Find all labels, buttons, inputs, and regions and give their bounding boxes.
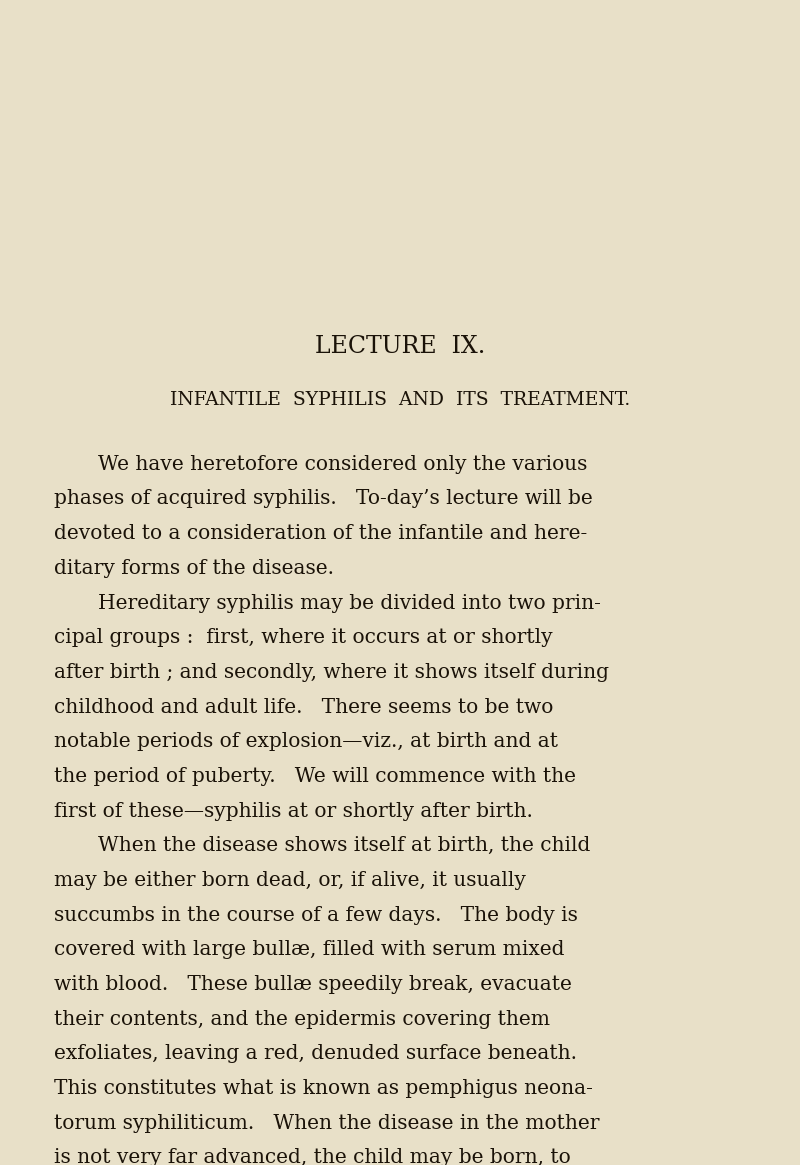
Text: with blood.   These bullæ speedily break, evacuate: with blood. These bullæ speedily break, … <box>54 975 572 994</box>
Text: Hereditary syphilis may be divided into two prin-: Hereditary syphilis may be divided into … <box>98 593 602 613</box>
Text: devoted to a consideration of the infantile and here-: devoted to a consideration of the infant… <box>54 524 588 543</box>
Text: childhood and adult life.   There seems to be two: childhood and adult life. There seems to… <box>54 698 554 716</box>
Text: INFANTILE  SYPHILIS  AND  ITS  TREATMENT.: INFANTILE SYPHILIS AND ITS TREATMENT. <box>170 391 630 409</box>
Text: first of these—syphilis at or shortly after birth.: first of these—syphilis at or shortly af… <box>54 802 534 820</box>
Text: is not very far advanced, the child may be born, to: is not very far advanced, the child may … <box>54 1149 571 1165</box>
Text: We have heretofore considered only the various: We have heretofore considered only the v… <box>98 454 588 474</box>
Text: after birth ; and secondly, where it shows itself during: after birth ; and secondly, where it sho… <box>54 663 610 682</box>
Text: the period of puberty.   We will commence with the: the period of puberty. We will commence … <box>54 767 576 786</box>
Text: succumbs in the course of a few days.   The body is: succumbs in the course of a few days. Th… <box>54 905 578 925</box>
Text: torum syphiliticum.   When the disease in the mother: torum syphiliticum. When the disease in … <box>54 1114 600 1132</box>
Text: ditary forms of the disease.: ditary forms of the disease. <box>54 559 334 578</box>
Text: exfoliates, leaving a red, denuded surface beneath.: exfoliates, leaving a red, denuded surfa… <box>54 1044 578 1064</box>
Text: may be either born dead, or, if alive, it usually: may be either born dead, or, if alive, i… <box>54 871 526 890</box>
Text: covered with large bullæ, filled with serum mixed: covered with large bullæ, filled with se… <box>54 940 565 959</box>
Text: their contents, and the epidermis covering them: their contents, and the epidermis coveri… <box>54 1010 550 1029</box>
Text: notable periods of explosion—viz., at birth and at: notable periods of explosion—viz., at bi… <box>54 733 558 751</box>
Text: LECTURE  IX.: LECTURE IX. <box>315 336 485 359</box>
Text: This constitutes what is known as pemphigus neona-: This constitutes what is known as pemphi… <box>54 1079 594 1099</box>
Text: cipal groups :  first, where it occurs at or shortly: cipal groups : first, where it occurs at… <box>54 628 553 648</box>
Text: phases of acquired syphilis.   To-day’s lecture will be: phases of acquired syphilis. To-day’s le… <box>54 489 593 508</box>
Text: When the disease shows itself at birth, the child: When the disease shows itself at birth, … <box>98 836 590 855</box>
